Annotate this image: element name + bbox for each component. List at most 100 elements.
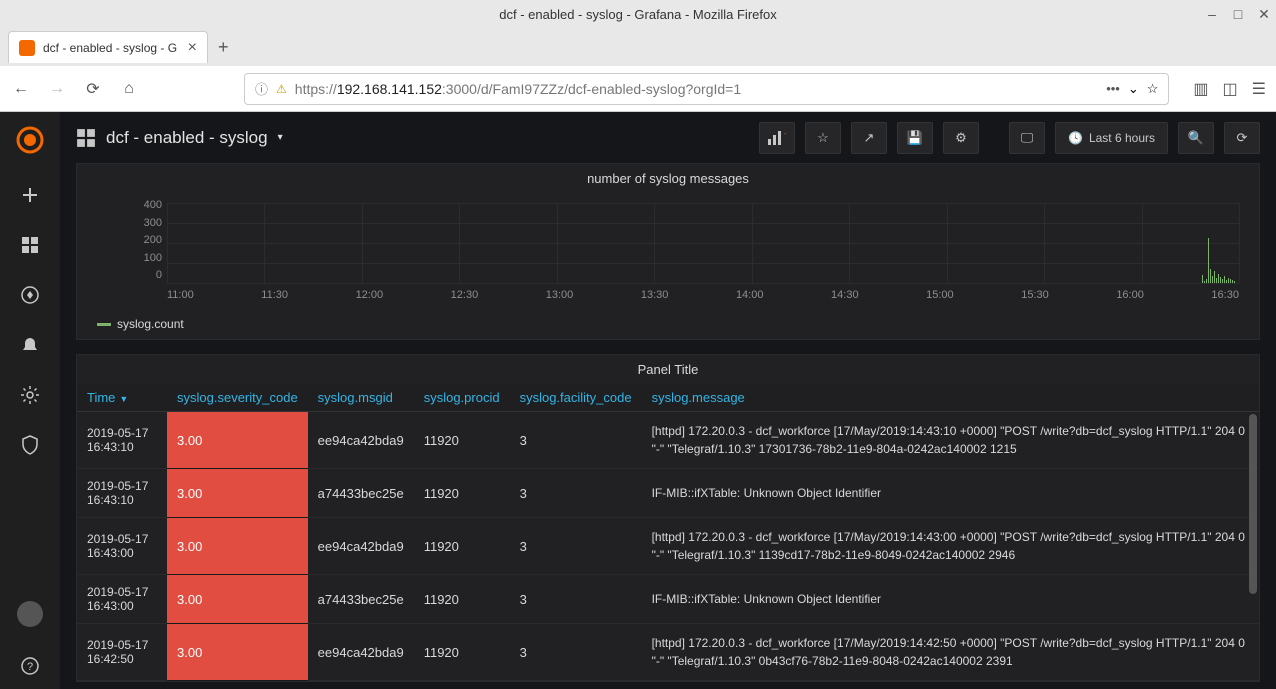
tab-close-button[interactable]: ×: [188, 39, 197, 57]
column-time[interactable]: Time: [77, 384, 167, 412]
chart-area[interactable]: 400 300 200 100 0 11:0011:3012:0012:3013…: [77, 193, 1259, 313]
chart-panel: number of syslog messages 400 300 200 10…: [76, 163, 1260, 340]
library-icon[interactable]: ▥: [1193, 79, 1208, 99]
window-title: dcf - enabled - syslog - Grafana - Mozil…: [499, 7, 776, 22]
legend-swatch: [97, 323, 111, 326]
window-close-button[interactable]: ✕: [1258, 8, 1270, 20]
help-icon[interactable]: ?: [19, 655, 41, 677]
sidebar-icon[interactable]: ◫: [1223, 79, 1238, 99]
dashboard-title: dcf - enabled - syslog: [106, 128, 268, 148]
table-header-row: Time syslog.severity_code syslog.msgid s…: [77, 384, 1259, 412]
cell-message: [httpd] 172.20.0.3 - dcf_workforce [17/M…: [642, 624, 1259, 681]
tv-mode-button[interactable]: 🖵: [1009, 122, 1045, 154]
cell-time: 2019-05-17 16:43:10: [77, 412, 167, 469]
time-range-label: Last 6 hours: [1089, 131, 1155, 145]
info-icon[interactable]: ⓘ: [255, 79, 268, 98]
cell-time: 2019-05-17 16:43:10: [77, 469, 167, 518]
cell-time: 2019-05-17 16:43:00: [77, 518, 167, 575]
table-scrollbar[interactable]: [1249, 414, 1257, 594]
browser-toolbar: ← → ⟳ ⌂ ⓘ ⚠ https://192.168.141.152:3000…: [0, 66, 1276, 112]
dashboard-picker[interactable]: dcf - enabled - syslog ▾: [76, 128, 283, 148]
cell-procid: 11920: [414, 575, 510, 624]
table-row[interactable]: 2019-05-17 16:43:00 3.00 ee94ca42bda9 11…: [77, 518, 1259, 575]
page-actions-icon[interactable]: •••: [1106, 81, 1120, 96]
cell-facility: 3: [510, 518, 642, 575]
explore-icon[interactable]: [19, 284, 41, 306]
star-button[interactable]: ☆: [805, 122, 841, 154]
chart-legend[interactable]: syslog.count: [77, 313, 1259, 339]
column-procid[interactable]: syslog.procid: [414, 384, 510, 412]
pocket-icon[interactable]: ⌄: [1128, 81, 1139, 97]
share-button[interactable]: ↗: [851, 122, 887, 154]
window-titlebar: dcf - enabled - syslog - Grafana - Mozil…: [0, 0, 1276, 28]
time-range-button[interactable]: 🕓 Last 6 hours: [1055, 122, 1168, 154]
column-severity[interactable]: syslog.severity_code: [167, 384, 308, 412]
syslog-table: Time syslog.severity_code syslog.msgid s…: [77, 384, 1259, 681]
clock-icon: 🕓: [1068, 131, 1083, 145]
cell-severity: 3.00: [167, 469, 308, 518]
table-row[interactable]: 2019-05-17 16:43:00 3.00 a74433bec25e 11…: [77, 575, 1259, 624]
tab-title: dcf - enabled - syslog - G: [43, 41, 180, 55]
cell-msgid: ee94ca42bda9: [308, 518, 414, 575]
alerting-icon[interactable]: [19, 334, 41, 356]
user-avatar[interactable]: [17, 601, 43, 627]
cell-facility: 3: [510, 412, 642, 469]
chart-x-axis: 11:0011:3012:0012:3013:0013:3014:0014:30…: [167, 289, 1239, 301]
grafana-main: dcf - enabled - syslog ▾ + ☆ ↗ 💾 ⚙ 🖵 🕓 L…: [60, 112, 1276, 689]
column-message[interactable]: syslog.message: [642, 384, 1259, 412]
table-row[interactable]: 2019-05-17 16:43:10 3.00 a74433bec25e 11…: [77, 469, 1259, 518]
cell-procid: 11920: [414, 469, 510, 518]
cell-facility: 3: [510, 624, 642, 681]
cell-msgid: a74433bec25e: [308, 469, 414, 518]
table-row[interactable]: 2019-05-17 16:43:10 3.00 ee94ca42bda9 11…: [77, 412, 1259, 469]
configuration-icon[interactable]: [19, 384, 41, 406]
reload-button[interactable]: ⟳: [82, 78, 104, 100]
cert-warning-icon[interactable]: ⚠: [276, 82, 287, 96]
server-admin-icon[interactable]: [19, 434, 41, 456]
home-button[interactable]: ⌂: [118, 78, 140, 100]
favicon-icon: [19, 40, 35, 56]
cell-severity: 3.00: [167, 518, 308, 575]
table-panel: Panel Title Time syslog.severity_code sy…: [76, 354, 1260, 682]
cell-time: 2019-05-17 16:42:50: [77, 624, 167, 681]
table-row[interactable]: 2019-05-17 16:42:50 3.00 ee94ca42bda9 11…: [77, 624, 1259, 681]
window-minimize-button[interactable]: –: [1206, 8, 1218, 20]
grafana-topbar: dcf - enabled - syslog ▾ + ☆ ↗ 💾 ⚙ 🖵 🕓 L…: [60, 112, 1276, 163]
create-icon[interactable]: [19, 184, 41, 206]
chart-title: number of syslog messages: [77, 164, 1259, 193]
zoom-out-button[interactable]: 🔍: [1178, 122, 1214, 154]
menu-icon[interactable]: ☰: [1252, 79, 1266, 99]
column-facility[interactable]: syslog.facility_code: [510, 384, 642, 412]
browser-tab[interactable]: dcf - enabled - syslog - G ×: [8, 31, 208, 63]
cell-severity: 3.00: [167, 624, 308, 681]
url-text: https://192.168.141.152:3000/d/FamI97ZZz…: [295, 81, 1098, 97]
save-button[interactable]: 💾: [897, 122, 933, 154]
cell-time: 2019-05-17 16:43:00: [77, 575, 167, 624]
chart-y-axis: 400 300 200 100 0: [132, 199, 162, 281]
dashboards-icon[interactable]: [19, 234, 41, 256]
add-panel-button[interactable]: +: [759, 122, 795, 154]
window-maximize-button[interactable]: □: [1232, 8, 1244, 20]
column-msgid[interactable]: syslog.msgid: [308, 384, 414, 412]
cell-message: [httpd] 172.20.0.3 - dcf_workforce [17/M…: [642, 518, 1259, 575]
cell-msgid: a74433bec25e: [308, 575, 414, 624]
forward-button[interactable]: →: [46, 78, 68, 100]
bookmark-star-icon[interactable]: ☆: [1147, 81, 1159, 97]
cell-facility: 3: [510, 469, 642, 518]
chevron-down-icon: ▾: [278, 132, 283, 143]
cell-message: [httpd] 172.20.0.3 - dcf_workforce [17/M…: [642, 412, 1259, 469]
back-button[interactable]: ←: [10, 78, 32, 100]
cell-msgid: ee94ca42bda9: [308, 412, 414, 469]
cell-message: IF-MIB::ifXTable: Unknown Object Identif…: [642, 575, 1259, 624]
cell-procid: 11920: [414, 412, 510, 469]
new-tab-button[interactable]: +: [218, 37, 229, 58]
url-bar[interactable]: ⓘ ⚠ https://192.168.141.152:3000/d/FamI9…: [244, 73, 1169, 105]
cell-procid: 11920: [414, 624, 510, 681]
cell-severity: 3.00: [167, 575, 308, 624]
grafana-logo-icon[interactable]: [14, 124, 46, 156]
svg-text:?: ?: [27, 661, 33, 673]
cell-facility: 3: [510, 575, 642, 624]
refresh-button[interactable]: ⟳: [1224, 122, 1260, 154]
grafana-sidebar: ?: [0, 112, 60, 689]
settings-button[interactable]: ⚙: [943, 122, 979, 154]
